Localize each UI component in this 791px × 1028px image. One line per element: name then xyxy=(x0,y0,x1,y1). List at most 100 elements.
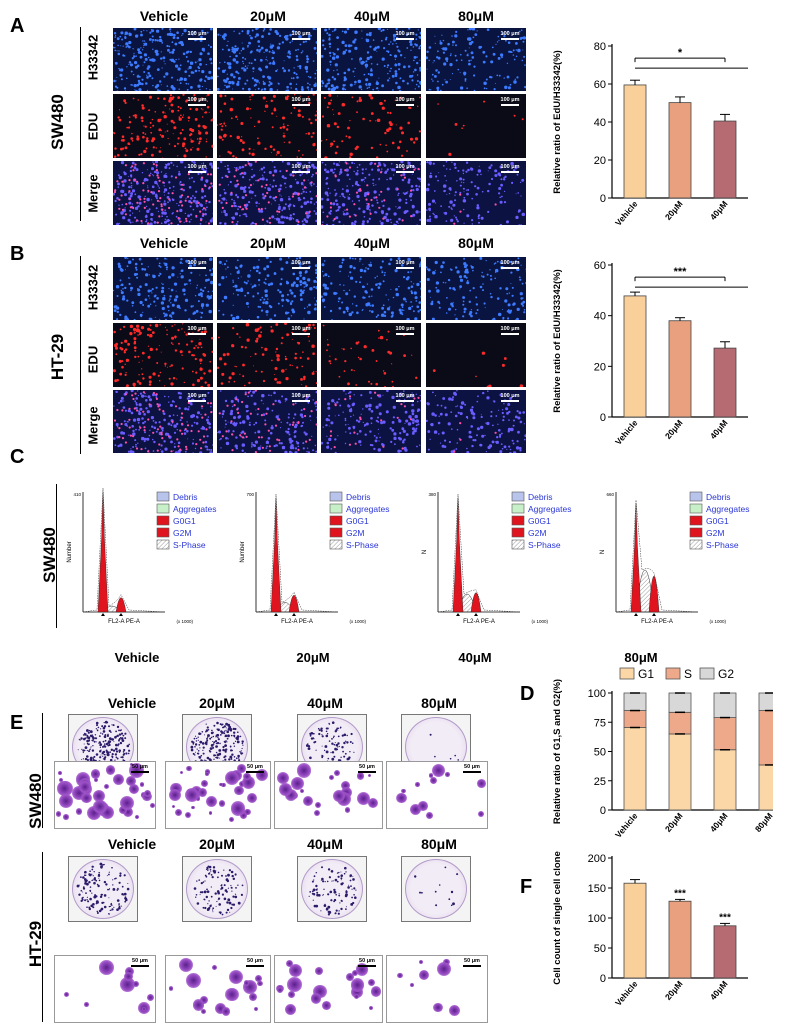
y-tick-label: 60 xyxy=(594,79,606,91)
colony-closeup-sw480-0: 50 μm xyxy=(54,761,156,829)
micrograph-edu-vehicle-b: 100 μm xyxy=(113,323,213,387)
bar-G1-3 xyxy=(758,764,773,811)
flow-legend-swatch xyxy=(511,503,525,514)
scale-bar: 100 μm xyxy=(393,97,417,106)
flow-y-max: 410 xyxy=(73,492,81,497)
flow-g2m-peak xyxy=(470,592,482,613)
flow-legend-swatch xyxy=(511,527,525,538)
column-header-40um-a: 40μM xyxy=(354,8,390,24)
flow-legend-swatch xyxy=(329,539,343,550)
flow-legend-swatch xyxy=(156,539,170,550)
micrograph-h33342-80um-a: 100 μm xyxy=(426,28,526,91)
x-tick-label: Vehicle xyxy=(613,811,640,838)
micrograph-h33342-vehicle-b: 100 μm xyxy=(113,257,213,320)
scale-bar: 100 μm xyxy=(289,164,313,173)
scale-bar: 100 μm xyxy=(185,164,209,173)
bar-1 xyxy=(668,102,692,199)
flow-legend-label: G0G1 xyxy=(173,516,196,526)
colony-closeup-ht29-1: 50 μm xyxy=(165,955,271,1023)
flow-legend-label: Aggregates xyxy=(173,504,216,514)
flow-g2m-peak xyxy=(115,597,127,613)
flow-marker xyxy=(474,613,478,616)
column-header-vehicle-a: Vehicle xyxy=(139,8,189,24)
bar-1 xyxy=(668,320,692,418)
flow-legend-label: Aggregates xyxy=(346,504,389,514)
stain-label-h33342-b: H33342 xyxy=(85,264,101,311)
bar-S-3 xyxy=(758,710,773,766)
scale-bar: 50 μm xyxy=(355,764,379,773)
scale-bar: 100 μm xyxy=(498,97,522,106)
micrograph-h33342-20um-b: 100 μm xyxy=(217,257,317,320)
colony-closeup-sw480-3: 50 μm xyxy=(386,761,488,829)
flow-fit-curve xyxy=(615,499,699,613)
flow-g0g1-peak xyxy=(630,503,642,613)
flow-x-label: FL2-A PE-A xyxy=(281,619,313,625)
micrograph-h33342-20um-a: 100 μm xyxy=(217,28,317,91)
stain-label-merge-b: Merge xyxy=(85,406,101,445)
scale-bar: 50 μm xyxy=(243,958,267,967)
column-header-40um-e1: 40μM xyxy=(307,695,343,711)
panel-label-b: B xyxy=(10,243,25,265)
bar-G2-2 xyxy=(713,692,737,718)
flow-y-max: 380 xyxy=(428,492,436,497)
scale-bar: 100 μm xyxy=(498,260,522,269)
x-tick-label: Vehicle xyxy=(613,418,640,447)
flow-y-label: N xyxy=(600,550,606,554)
flow-marker xyxy=(652,613,656,616)
flow-condition-20um: 20μM xyxy=(296,650,330,665)
scale-bar: 100 μm xyxy=(393,164,417,173)
flow-legend-swatch xyxy=(156,491,170,502)
cell-line-label-sw480-a: SW480 xyxy=(48,94,67,150)
flow-marker xyxy=(119,613,123,616)
flow-marker xyxy=(101,613,105,616)
stacked-bar-chart-d: G1 S G2 Relative ratio of G1,S and G2(%) 0 25… xyxy=(552,667,773,838)
legend-label: G1 xyxy=(638,667,654,681)
flow-legend-swatch xyxy=(329,527,343,538)
scale-bar: 100 μm xyxy=(185,260,209,269)
column-header-20um-e2: 20μM xyxy=(199,836,235,852)
y-tick-label: 80 xyxy=(594,41,606,53)
flow-legend-label: G0G1 xyxy=(346,516,369,526)
y-axis-label: Relative ratio of EdU/H33342(%) xyxy=(552,50,563,194)
x-tick-label: 80μM xyxy=(753,811,773,834)
y-tick-label: 50 xyxy=(594,747,606,759)
bar-G2-1 xyxy=(668,692,692,713)
y-axis-label: Relative ratio of G1,S and G2(%) xyxy=(552,679,563,824)
significance-label: *** xyxy=(719,912,731,923)
bar-2 xyxy=(713,347,737,418)
column-header-20um-b: 20μM xyxy=(250,235,286,251)
micrograph-edu-80um-a: 100 μm xyxy=(426,94,526,158)
stain-label-h33342-a: H33342 xyxy=(85,34,101,81)
y-tick-label: 40 xyxy=(594,117,606,129)
column-header-vehicle-e1: Vehicle xyxy=(107,695,157,711)
scale-bar: 50 μm xyxy=(128,764,152,773)
flow-legend-label: G2M xyxy=(706,528,724,538)
flow-legend-label: Aggregates xyxy=(528,504,571,514)
bar-chart-f: Cell count of single cell clone 0 50 100 150… xyxy=(552,851,748,1008)
colony-dish-ht29-1 xyxy=(182,856,252,922)
flow-marker xyxy=(274,613,278,616)
y-tick-label: 60 xyxy=(594,260,606,272)
scale-bar: 100 μm xyxy=(289,31,313,40)
flow-y-label: Number xyxy=(67,541,73,562)
scale-bar: 100 μm xyxy=(289,393,313,402)
scale-bar: 100 μm xyxy=(393,31,417,40)
cell-line-label-ht29-b: HT-29 xyxy=(48,333,67,381)
panel-label-d: D xyxy=(520,683,535,705)
scale-bar: 100 μm xyxy=(393,326,417,335)
y-tick-label: 50 xyxy=(594,943,606,955)
y-tick-label: 75 xyxy=(594,717,606,729)
micrograph-merge-vehicle-b: 100 μm xyxy=(113,390,213,453)
scale-bar: 100 μm xyxy=(498,326,522,335)
flow-marker xyxy=(292,613,296,616)
scale-bar: 100 μm xyxy=(185,326,209,335)
flow-legend-label: Debris xyxy=(528,492,553,502)
panel-label-e: E xyxy=(10,712,24,734)
column-header-80um-e1: 80μM xyxy=(421,695,457,711)
flow-legend-label: S-Phase xyxy=(706,540,739,550)
flow-marker xyxy=(456,613,460,616)
x-tick-label: 20μM xyxy=(663,418,685,441)
micrograph-merge-vehicle-a: 100 μm xyxy=(113,161,213,225)
flow-marker xyxy=(634,613,638,616)
legend-swatch xyxy=(699,667,715,680)
